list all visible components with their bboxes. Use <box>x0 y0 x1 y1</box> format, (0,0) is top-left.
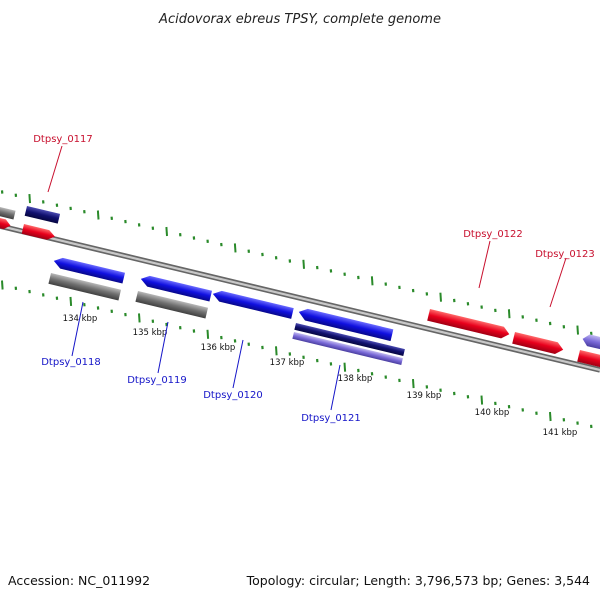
major-tick <box>165 226 168 237</box>
major-tick <box>69 296 73 306</box>
gene-label-dtpsy-0123[interactable]: Dtpsy_0123 <box>535 249 595 260</box>
gene-label-dtpsy-0117[interactable]: Dtpsy_0117 <box>33 134 93 145</box>
gene-label-dtpsy-0120[interactable]: Dtpsy_0120 <box>203 390 263 401</box>
tick-label: 136 kbp <box>201 343 236 353</box>
tick-label: 137 kbp <box>270 358 305 368</box>
red-feature-right-edge <box>577 350 600 369</box>
topology-summary: Topology: circular; Length: 3,796,573 bp… <box>246 573 590 588</box>
feature-dtpsy-0119[interactable] <box>139 274 213 302</box>
major-tick <box>96 210 100 220</box>
gray-feature-left-edge <box>0 206 16 220</box>
feature-dtpsy-0121[interactable] <box>297 307 394 342</box>
gene-label-dtpsy-0122[interactable]: Dtpsy_0122 <box>463 229 523 240</box>
gene-label-dtpsy-0118[interactable]: Dtpsy_0118 <box>41 357 101 368</box>
tick-label: 139 kbp <box>407 391 442 401</box>
outer-tick-track <box>0 190 593 336</box>
feature-dtpsy-0123[interactable] <box>512 332 564 356</box>
major-tick <box>138 313 141 323</box>
tick-label: 140 kbp <box>475 408 510 418</box>
gene-labels: Dtpsy_0117 Dtpsy_0122 Dtpsy_0123 Dtpsy_0… <box>33 134 595 424</box>
major-tick <box>1 280 4 290</box>
label-leader-lines <box>47 145 567 411</box>
tick-label: 135 kbp <box>133 328 168 338</box>
major-tick <box>343 362 347 372</box>
tick-label: 138 kbp <box>338 374 373 384</box>
purple-feature-0121 <box>292 332 403 365</box>
major-tick <box>576 325 579 335</box>
feature-dtpsy-0122[interactable] <box>427 309 511 340</box>
major-tick <box>233 243 237 253</box>
gene-features <box>0 206 600 369</box>
gray-feature-0118 <box>48 273 122 301</box>
tick-label: 141 kbp <box>543 428 578 438</box>
major-tick <box>275 346 278 356</box>
gene-label-dtpsy-0119[interactable]: Dtpsy_0119 <box>127 375 187 386</box>
red-feature-left-edge <box>0 217 11 230</box>
major-tick <box>480 395 484 405</box>
major-tick <box>28 194 31 204</box>
inner-tick-track <box>1 280 593 429</box>
feature-dtpsy-0118[interactable] <box>52 256 126 284</box>
feature-dtpsy-0117[interactable] <box>24 206 61 224</box>
major-tick <box>370 276 374 286</box>
major-tick <box>439 292 442 302</box>
red-feature-small <box>21 224 55 240</box>
major-tick <box>549 411 552 422</box>
genome-backbone <box>0 223 600 373</box>
purple-feature-right-edge <box>582 334 600 352</box>
major-tick <box>302 259 305 269</box>
major-tick <box>412 379 415 389</box>
navy-feature-0121 <box>294 323 405 356</box>
feature-dtpsy-0120[interactable] <box>211 289 294 319</box>
major-tick <box>206 329 210 339</box>
gray-feature-0119 <box>135 291 209 319</box>
gene-label-dtpsy-0121[interactable]: Dtpsy_0121 <box>301 413 361 424</box>
major-tick <box>507 309 511 319</box>
map-title: Acidovorax ebreus TPSY, complete genome <box>158 12 441 27</box>
accession-text: Accession: NC_011992 <box>8 573 150 588</box>
